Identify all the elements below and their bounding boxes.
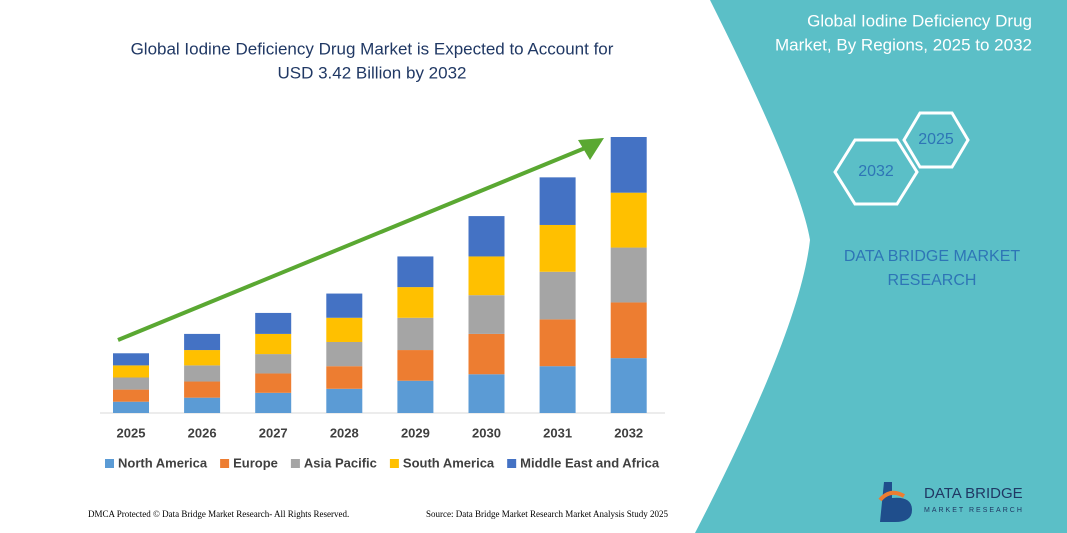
bar-segment <box>184 350 221 366</box>
legend-swatch <box>220 459 230 468</box>
bar-segment <box>184 381 221 398</box>
hexagon-label: 2032 <box>858 163 894 180</box>
legend-label: Asia Pacific <box>304 455 377 470</box>
x-tick-label: 2027 <box>259 425 288 440</box>
hexagon <box>833 138 919 206</box>
x-tick-label: 2031 <box>543 425 572 440</box>
bar-segment <box>184 397 221 413</box>
chart-title: USD 3.42 Billion by 2032 <box>277 63 466 82</box>
bar-segment <box>255 373 292 393</box>
chart-title: Global Iodine Deficiency Drug Market is … <box>131 39 614 58</box>
bar-segment <box>113 377 149 390</box>
bar-segment <box>255 392 292 413</box>
logo-text: DATA BRIDGE <box>924 485 1023 502</box>
brand-text: DATA BRIDGE MARKET <box>844 248 1021 265</box>
arrow-head <box>578 138 604 160</box>
logo-subtext: MARKET RESEARCH <box>924 507 1024 514</box>
x-tick-label: 2030 <box>472 425 501 440</box>
bar-segment <box>610 192 647 248</box>
bar-segment <box>610 247 647 303</box>
bar-segment <box>610 137 647 193</box>
bar-segment <box>468 295 505 334</box>
hexagon-label: 2025 <box>918 131 954 148</box>
bar-segment <box>184 333 221 351</box>
bar-segment <box>113 353 149 366</box>
bar-segment <box>397 256 434 288</box>
bar-segment <box>326 317 363 342</box>
bar-segment <box>468 256 505 296</box>
x-tick-label: 2028 <box>330 425 359 440</box>
bar-segment <box>610 358 647 413</box>
bar-segment <box>326 293 363 318</box>
legend-label: South America <box>403 455 495 470</box>
legend-swatch <box>507 459 517 468</box>
bar-segment <box>326 341 363 367</box>
bar-segment <box>539 271 576 320</box>
legend-swatch <box>105 459 114 468</box>
bar-segment <box>113 389 149 402</box>
bar-segment <box>255 312 292 334</box>
bar-segment <box>610 302 647 359</box>
legend-swatch <box>389 459 399 468</box>
panel-title: Global Iodine Deficiency Drug <box>807 11 1032 30</box>
bar-segment <box>113 365 149 378</box>
brand-text: RESEARCH <box>888 272 977 289</box>
bar-segment <box>468 333 505 375</box>
bar-segment <box>539 319 576 367</box>
trend-arrow <box>117 144 591 342</box>
bar-segment <box>326 388 363 413</box>
bar-segment <box>397 317 434 351</box>
footer-left: DMCA Protected © Data Bridge Market Rese… <box>88 509 349 519</box>
x-tick-label: 2025 <box>117 425 146 440</box>
bar-segment <box>539 177 576 225</box>
x-tick-label: 2026 <box>188 425 217 440</box>
x-tick-label: 2029 <box>401 425 430 440</box>
hexagon <box>902 111 970 169</box>
bar-segment <box>184 365 221 382</box>
panel-title: Market, By Regions, 2025 to 2032 <box>775 35 1032 54</box>
x-tick-label: 2032 <box>614 425 643 440</box>
bar-segment <box>397 380 434 413</box>
bar-segment <box>539 366 576 413</box>
legend-label: Europe <box>233 455 278 470</box>
legend-label: North America <box>118 455 208 470</box>
side-panel <box>695 0 1067 533</box>
bar-segment <box>326 366 363 389</box>
logo-icon <box>878 490 905 502</box>
footer-right: Source: Data Bridge Market Research Mark… <box>426 509 668 519</box>
bar-segment <box>397 287 434 318</box>
bar-segment <box>255 333 292 355</box>
bar-segment <box>468 216 505 257</box>
bar-segment <box>113 401 149 413</box>
bar-segment <box>539 224 576 272</box>
bar-segment <box>468 374 505 413</box>
bar-segment <box>255 354 292 374</box>
legend-label: Middle East and Africa <box>520 455 660 470</box>
legend-swatch <box>290 459 300 468</box>
bar-segment <box>397 350 434 381</box>
